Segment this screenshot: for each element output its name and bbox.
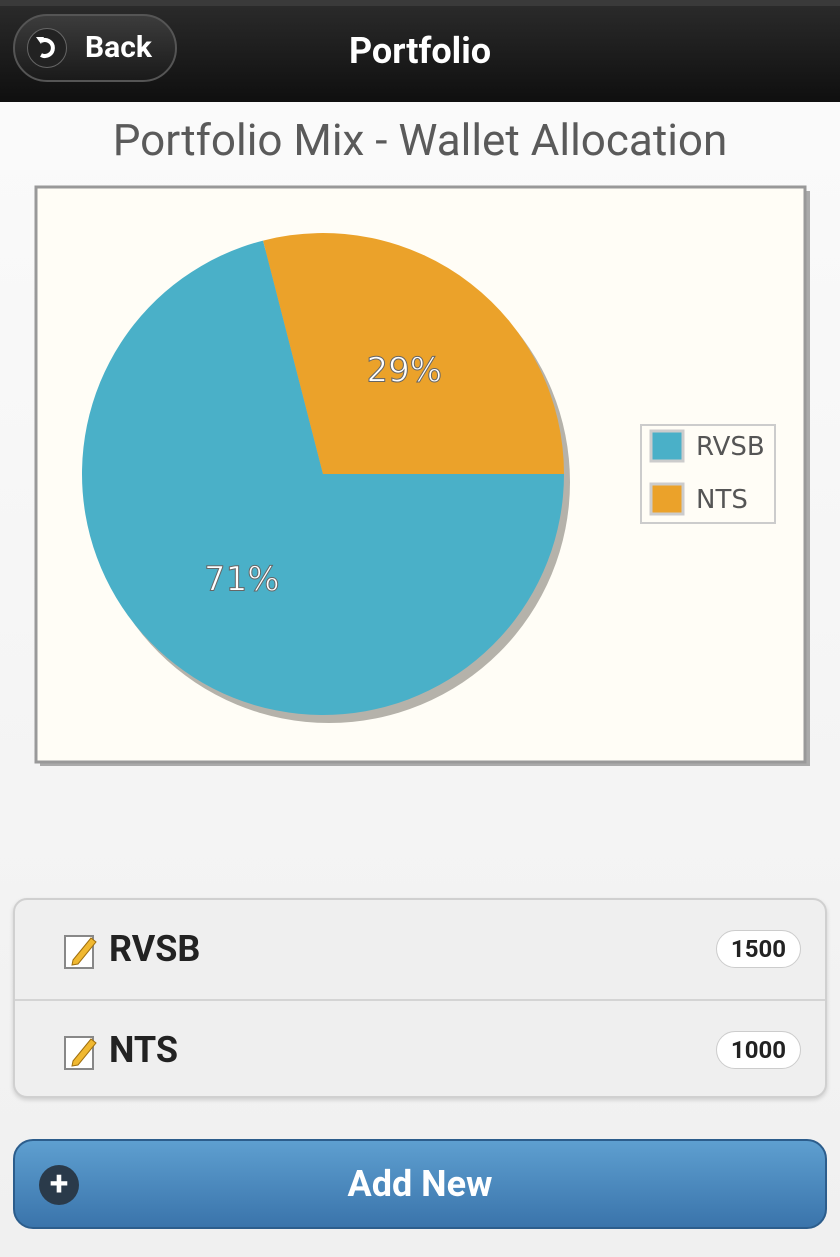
add-new-button[interactable]: + Add New xyxy=(13,1139,827,1229)
pie-slice xyxy=(263,232,564,474)
legend-swatch xyxy=(649,429,685,463)
legend-label: RVSB xyxy=(696,432,765,462)
plus-icon: + xyxy=(39,1165,79,1205)
item-label: NTS xyxy=(109,1029,179,1071)
list-item[interactable]: RVSB 1500 xyxy=(15,900,825,1001)
back-button[interactable]: Back xyxy=(13,14,177,82)
chart-title: Portfolio Mix - Wallet Allocation xyxy=(112,114,728,166)
back-arrow xyxy=(36,37,55,58)
item-label: RVSB xyxy=(109,928,201,970)
header-title: Portfolio xyxy=(348,30,492,72)
item-count: 1000 xyxy=(715,1031,801,1069)
slice-label: 71% xyxy=(204,560,280,600)
button-label: Add New xyxy=(347,1163,493,1205)
wallet-list: RVSB 1500 NTS 1000 xyxy=(13,898,827,1098)
back-icon xyxy=(27,28,67,68)
legend-swatch xyxy=(649,482,685,516)
edit-icon xyxy=(64,935,97,969)
header: Back Portfolio xyxy=(0,0,840,102)
legend-label: NTS xyxy=(696,485,748,515)
pie: 71% 29% xyxy=(82,232,564,715)
pie-slice xyxy=(82,240,564,715)
chart: 71% 29% RVSB NTS xyxy=(34,185,810,766)
list-item[interactable]: NTS 1000 xyxy=(15,1001,825,1096)
back-label: Back xyxy=(85,30,152,65)
item-count: 1500 xyxy=(715,930,801,968)
legend: RVSB NTS xyxy=(649,429,765,516)
slice-label: 29% xyxy=(366,350,442,390)
edit-icon xyxy=(64,1036,97,1070)
